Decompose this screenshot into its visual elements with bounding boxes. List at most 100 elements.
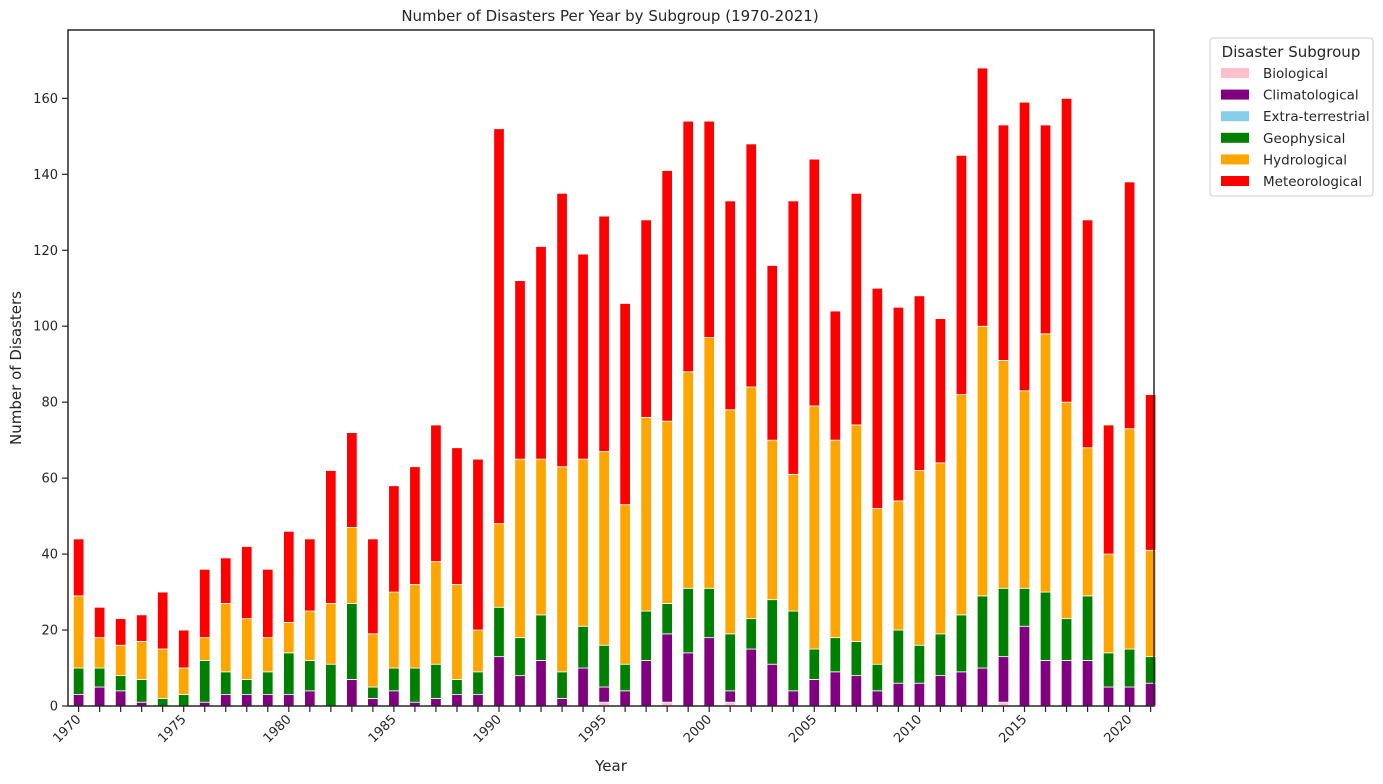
bar-climatological-2017: [1060, 660, 1073, 707]
bar-meteorological-1970: [72, 538, 85, 597]
bar-hydrological-2019: [1102, 553, 1115, 654]
chart-title: Number of Disasters Per Year by Subgroup…: [401, 7, 818, 25]
legend-label-extra-terrestrial: Extra-terrestrial: [1263, 109, 1370, 125]
legend-label-climatological: Climatological: [1263, 88, 1359, 104]
bar-geophysical-1981: [304, 660, 316, 692]
bar-meteorological-2001: [724, 200, 736, 411]
x-tick-label: 1980: [261, 712, 295, 746]
bar-climatological-1979: [262, 694, 274, 707]
bar-climatological-1994: [577, 667, 589, 707]
bar-climatological-1993: [556, 698, 568, 707]
bar-geophysical-2016: [1039, 591, 1052, 661]
bar-geophysical-1970: [72, 667, 85, 696]
y-axis-label: Number of Disasters: [7, 291, 25, 445]
bar-climatological-2005: [808, 679, 820, 707]
bar-climatological-2006: [829, 671, 841, 707]
bar-meteorological-1993: [556, 192, 568, 468]
legend-frame: [1209, 37, 1374, 197]
bar-geophysical-2019: [1102, 652, 1115, 688]
legend: Disaster Subgroup Biological Climatologic…: [1209, 37, 1374, 197]
bar-climatological-1996: [619, 690, 631, 707]
bar-climatological-2015: [1018, 625, 1031, 707]
bar-geophysical-1995: [598, 644, 610, 688]
bar-geophysical-1989: [472, 671, 484, 696]
bar-hydrological-1988: [451, 584, 463, 680]
bar-geophysical-2011: [934, 633, 947, 677]
bar-meteorological-1983: [346, 432, 358, 528]
bar-meteorological-2021: [1144, 394, 1157, 551]
bar-hydrological-1996: [619, 504, 631, 665]
legend-swatch-climatological: [1221, 89, 1249, 100]
y-axis: 0 20 40 60 80 100 120 140 160: [33, 92, 68, 715]
bar-hydrological-2011: [934, 462, 947, 635]
plot-frame: [67, 29, 1155, 707]
bar-hydrological-2009: [892, 500, 905, 631]
bar-climatological-1989: [472, 694, 484, 707]
bar-meteorological-1999: [682, 120, 694, 373]
y-tick-label: 0: [50, 700, 58, 715]
bar-geophysical-2020: [1123, 648, 1136, 688]
bar-geophysical-1993: [556, 671, 568, 699]
bar-meteorological-2006: [829, 310, 841, 441]
bar-meteorological-1973: [136, 614, 148, 642]
bar-meteorological-2011: [934, 318, 947, 464]
bar-meteorological-1980: [283, 530, 295, 623]
bar-geophysical-1977: [220, 671, 232, 696]
bar-meteorological-2000: [703, 120, 715, 339]
bar-geophysical-1971: [93, 667, 106, 688]
legend-swatch-meteorological: [1221, 176, 1249, 186]
bar-hydrological-1982: [325, 603, 337, 665]
bar-geophysical-1984: [367, 686, 379, 699]
bar-climatological-2004: [787, 690, 799, 707]
bar-geophysical-1983: [346, 603, 358, 680]
bar-hydrological-2003: [766, 439, 778, 601]
bar-meteorological-1987: [430, 424, 442, 563]
bar-meteorological-1986: [409, 466, 421, 585]
bar-geophysical-1994: [577, 625, 589, 669]
y-tick-label: 140: [33, 168, 58, 183]
x-tick-label: 1985: [366, 712, 400, 746]
bar-geophysical-2017: [1060, 618, 1073, 661]
legend-swatch-biological: [1221, 68, 1249, 78]
bar-geophysical-2005: [808, 648, 820, 680]
x-tick-label: 1975: [156, 712, 190, 746]
bars-group: [72, 67, 1157, 707]
bar-hydrological-2005: [808, 405, 820, 650]
bar-meteorological-2004: [787, 200, 799, 475]
bar-climatological-2013: [976, 667, 989, 707]
bar-geophysical-1986: [409, 667, 421, 703]
x-tick-label: 2000: [681, 712, 715, 746]
bar-meteorological-1995: [598, 215, 610, 452]
bar-hydrological-1983: [346, 527, 358, 604]
bar-meteorological-2007: [850, 192, 862, 426]
bar-meteorological-1971: [93, 606, 106, 639]
bar-geophysical-2007: [850, 641, 862, 677]
bar-meteorological-1976: [199, 568, 211, 639]
bar-geophysical-1973: [136, 679, 148, 703]
bar-climatological-1978: [241, 694, 253, 707]
bar-meteorological-2005: [808, 158, 820, 407]
bar-geophysical-2001: [724, 633, 736, 692]
bar-geophysical-1985: [388, 667, 400, 692]
bar-meteorological-1997: [640, 219, 652, 418]
bar-meteorological-2012: [955, 154, 968, 395]
bar-climatological-1991: [514, 675, 526, 707]
bar-geophysical-1996: [619, 663, 631, 692]
bar-meteorological-1998: [661, 170, 673, 422]
legend-swatch-geophysical: [1221, 132, 1249, 143]
legend-label-geophysical: Geophysical: [1263, 131, 1345, 147]
bar-meteorological-2013: [976, 67, 989, 327]
bar-meteorological-1984: [367, 538, 379, 635]
bar-meteorological-2009: [892, 306, 905, 502]
bar-meteorological-1991: [514, 280, 526, 460]
bar-hydrological-1990: [493, 523, 505, 608]
x-tick-label: 2020: [1101, 712, 1135, 746]
legend-swatch-extra-terrestrial: [1221, 111, 1249, 122]
bar-hydrological-2015: [1018, 390, 1031, 589]
bar-meteorological-2003: [766, 265, 778, 441]
bar-climatological-1985: [388, 690, 400, 707]
bar-climatological-1983: [346, 679, 358, 707]
bar-geophysical-1999: [682, 587, 694, 654]
bar-climatological-2016: [1039, 660, 1052, 707]
